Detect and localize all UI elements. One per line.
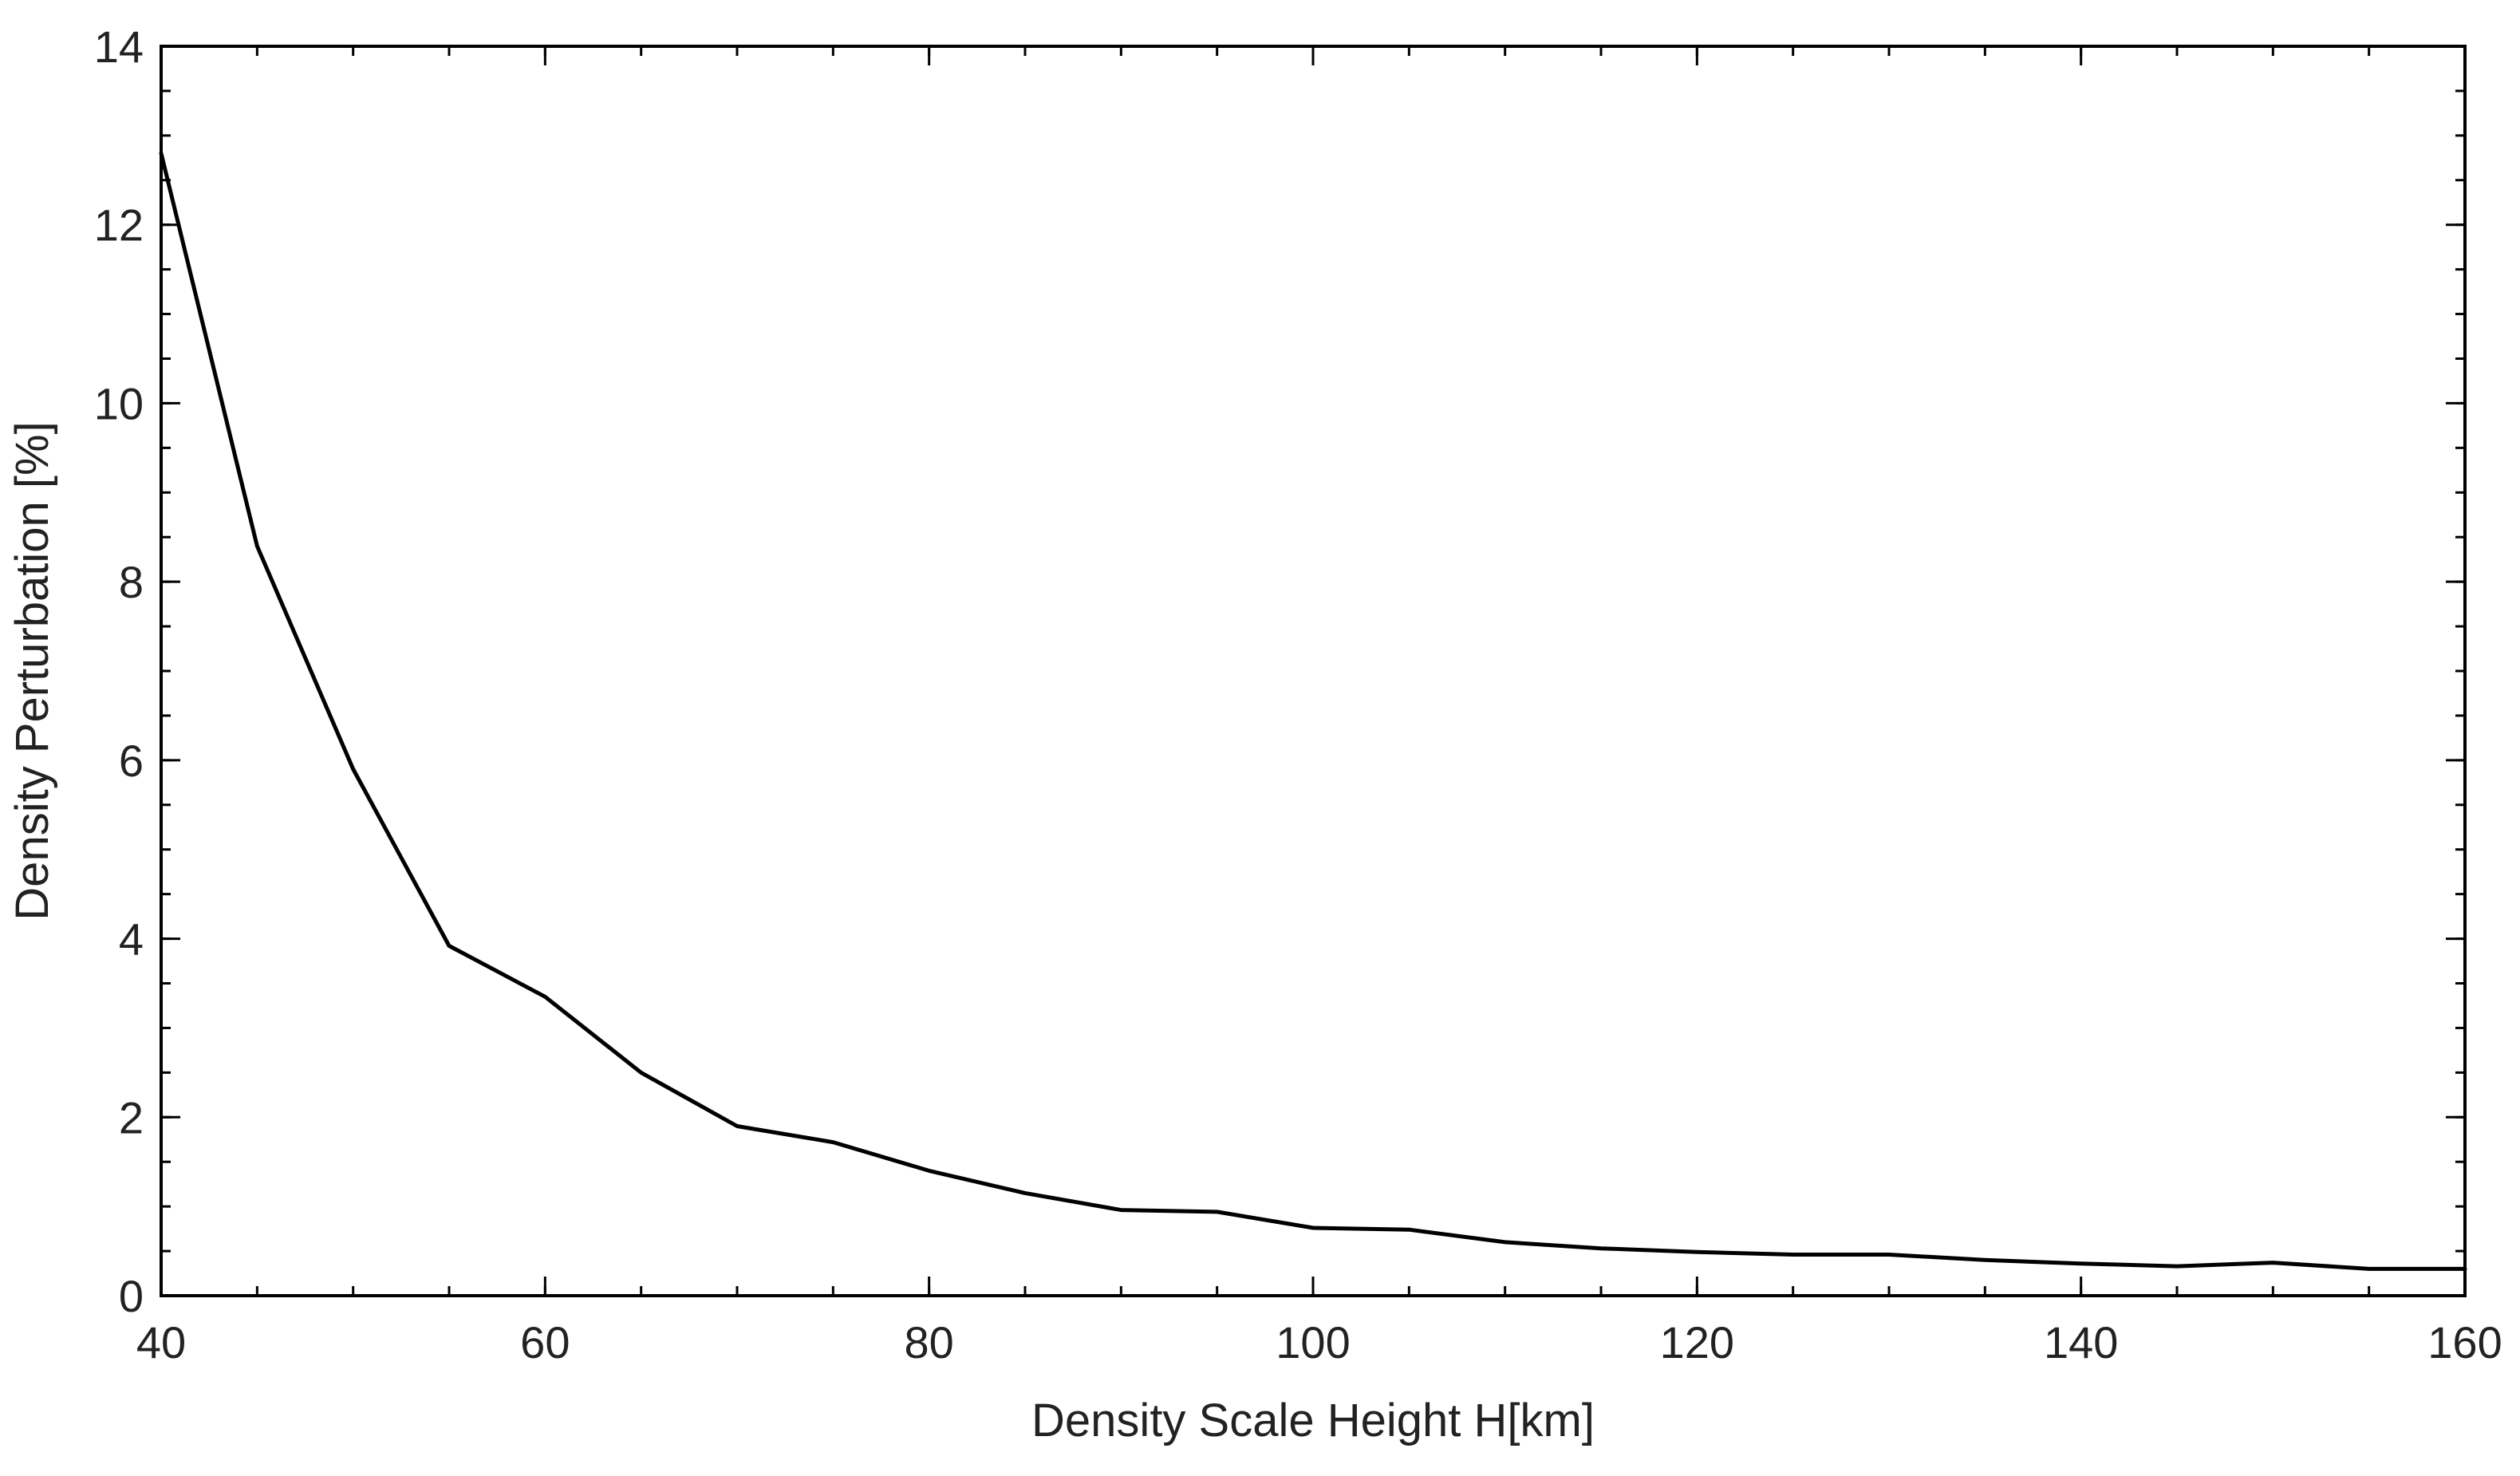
x-tick-label: 160 <box>2427 1317 2502 1367</box>
y-tick-label: 12 <box>94 200 144 251</box>
x-axis-title: Density Scale Height H[km] <box>1031 1395 1595 1446</box>
x-tick-label: 100 <box>1276 1317 1350 1367</box>
series-line-0 <box>159 151 2467 1271</box>
x-tick-label: 120 <box>1660 1317 1734 1367</box>
y-tick-label: 8 <box>119 557 144 607</box>
x-tick-label: 80 <box>905 1317 954 1367</box>
x-tick-label: 60 <box>520 1317 570 1367</box>
y-tick-label: 6 <box>119 736 144 786</box>
y-tick-label: 14 <box>94 22 144 72</box>
plot-area: 40 60 80 100 120 140 160 0 2 4 6 8 10 12 14 <box>94 22 2502 1367</box>
y-tick-label: 0 <box>119 1271 144 1321</box>
y-tick-label: 4 <box>119 914 144 965</box>
plot-frame <box>160 45 2467 1297</box>
y-tick-label: 2 <box>119 1092 144 1143</box>
y-tick-label: 10 <box>94 378 144 428</box>
y-axis-title: Density Perturbation [%] <box>6 421 58 920</box>
x-tick-label: 140 <box>2044 1317 2118 1367</box>
x-tick-label: 40 <box>136 1317 186 1367</box>
